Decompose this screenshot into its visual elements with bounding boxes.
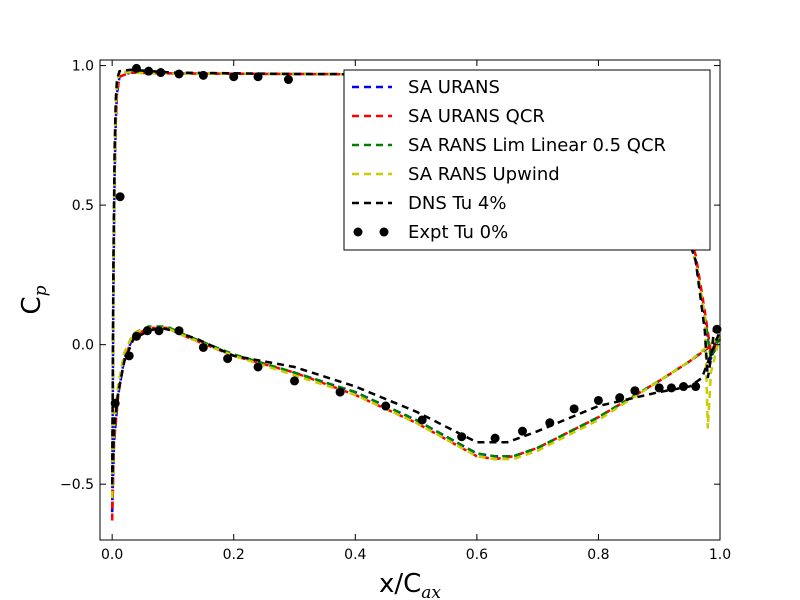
point-expt-tu-0pct <box>335 387 345 397</box>
legend-label-sa-rans-upwind: SA RANS Upwind <box>408 164 560 185</box>
point-expt-tu-0pct <box>229 72 239 82</box>
point-expt-tu-0pct <box>654 383 664 393</box>
point-expt-tu-0pct <box>223 354 233 364</box>
y-tick-label: 0.5 <box>72 198 94 214</box>
line-dns-tu-4pct-lower <box>110 326 722 485</box>
point-expt-tu-0pct <box>517 426 527 436</box>
legend-label-sa-rans-lim-linear-0-5-qcr: SA RANS Lim Linear 0.5 QCR <box>408 135 666 156</box>
point-expt-tu-0pct <box>630 386 640 396</box>
line-sa-rans-upwind-upper <box>110 69 722 499</box>
legend-box <box>343 69 711 251</box>
y-axis-label-subscript: p <box>31 285 51 296</box>
point-expt-tu-0pct <box>290 376 300 386</box>
point-expt-tu-0pct <box>569 404 579 414</box>
y-tick-label: −0.5 <box>60 477 94 493</box>
line-sa-rans-upwind-lower <box>110 326 721 499</box>
point-expt-tu-0pct <box>283 75 293 85</box>
legend-label-sa-urans-qcr: SA URANS QCR <box>408 106 545 127</box>
point-expt-tu-0pct <box>666 383 676 393</box>
point-expt-tu-0pct <box>198 70 208 80</box>
x-axis-label-subscript: ax <box>421 583 441 600</box>
legend-label-dns-tu-4pct: DNS Tu 4% <box>408 193 506 214</box>
point-expt-tu-0pct <box>691 382 701 392</box>
point-expt-tu-0pct <box>198 342 208 352</box>
x-tick-label: 0.2 <box>223 547 245 563</box>
x-axis-label-main: x/C <box>379 569 421 599</box>
x-tick-label: 0.8 <box>587 547 609 563</box>
point-expt-tu-0pct <box>615 393 625 403</box>
point-expt-tu-0pct <box>131 63 141 73</box>
x-tick-label: 0.0 <box>101 547 123 563</box>
y-axis-label: Cp <box>17 285 51 314</box>
legend-label-sa-urans: SA URANS <box>408 77 500 98</box>
x-axis-label: x/Cax <box>379 569 441 600</box>
point-expt-tu-0pct <box>131 331 141 341</box>
point-expt-tu-0pct <box>712 324 722 334</box>
point-expt-tu-0pct <box>417 415 427 425</box>
y-axis-label-main: C <box>17 296 47 314</box>
x-tick-label: 1.0 <box>709 547 731 563</box>
point-expt-tu-0pct <box>381 401 391 411</box>
point-expt-tu-0pct <box>545 418 555 428</box>
legend: SA URANS SA URANS QCR SA RANS Lim Linear 0… <box>343 69 711 251</box>
y-tick-label: 0.0 <box>72 338 94 354</box>
point-expt-tu-0pct <box>156 68 166 78</box>
plot-frame <box>99 59 721 541</box>
point-expt-tu-0pct <box>490 433 500 443</box>
point-expt-tu-0pct <box>115 192 125 202</box>
line-sa-urans-qcr-lower <box>110 326 721 521</box>
point-expt-tu-0pct <box>593 395 603 405</box>
legend-label-expt-tu-0pct: Expt Tu 0% <box>408 222 508 243</box>
point-expt-tu-0pct <box>174 69 184 79</box>
point-expt-tu-0pct <box>679 382 689 392</box>
legend-marker-expt-tu-0pct <box>379 227 389 237</box>
tick-layer: 0.0 0.2 0.4 0.6 0.8 1.0 −0.5 0.0 0.5 1.0 <box>60 59 731 563</box>
point-expt-tu-0pct <box>174 326 184 336</box>
point-expt-tu-0pct <box>253 362 263 372</box>
point-expt-tu-0pct <box>253 72 263 82</box>
point-expt-tu-0pct <box>124 351 134 361</box>
point-expt-tu-0pct <box>144 66 154 76</box>
x-tick-label: 0.6 <box>466 547 488 563</box>
point-expt-tu-0pct <box>110 398 120 408</box>
point-expt-tu-0pct <box>457 432 467 442</box>
y-tick-label: 1.0 <box>72 59 94 75</box>
legend-marker-expt-tu-0pct <box>353 227 363 237</box>
x-tick-label: 0.4 <box>344 547 366 563</box>
point-expt-tu-0pct <box>142 326 152 336</box>
point-expt-tu-0pct <box>154 326 164 336</box>
